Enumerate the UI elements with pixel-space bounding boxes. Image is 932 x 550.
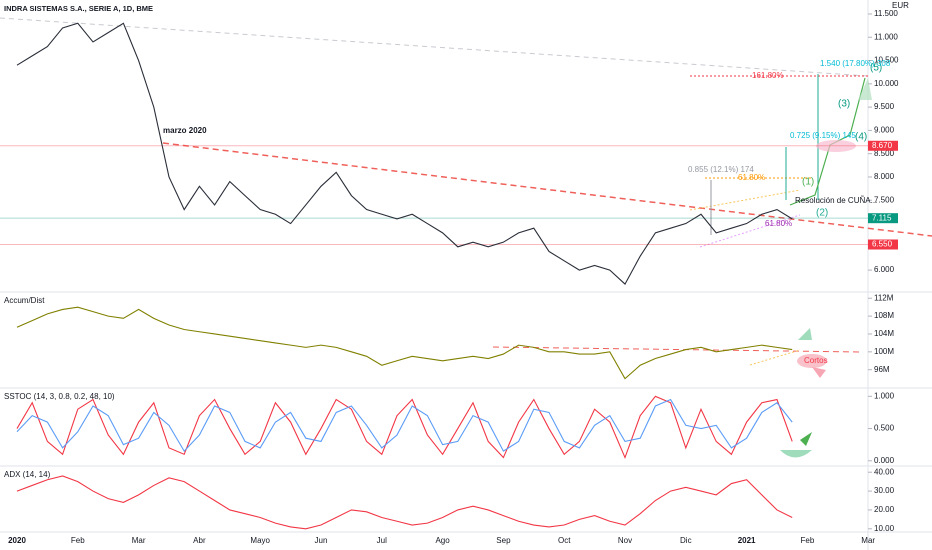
x-tick-label: Mayo [250, 536, 270, 545]
y-tick-label: 9.500 [874, 102, 895, 111]
y-tick-label: 8.000 [874, 172, 895, 181]
x-tick-label: Abr [193, 536, 206, 545]
y-tick-label: 8.500 [874, 149, 895, 158]
x-tick-label: Jul [377, 536, 387, 545]
y-tick-label: 1.000 [874, 391, 895, 400]
y-tick-label: 0.500 [874, 424, 895, 433]
annotation: 61.80% [738, 173, 765, 182]
annotation: 61.80% [765, 219, 792, 228]
annotation: (5) [870, 63, 882, 74]
series-line [16, 398, 793, 453]
series-line [16, 22, 793, 285]
x-tick-label: 2020 [8, 536, 26, 545]
annotation: 161.80% [752, 71, 784, 80]
annotation: 0.855 (12.1%) 174 [688, 165, 754, 174]
y-tick-label: 104M [874, 329, 894, 338]
series-line [16, 395, 793, 460]
wedge-line [689, 189, 801, 211]
y-tick-label: 40.00 [874, 467, 895, 476]
price-label-box [868, 213, 898, 224]
arrow [812, 367, 826, 378]
y-tick-label: 20.00 [874, 505, 895, 514]
y-tick-label: 96M [874, 365, 890, 374]
arrow [780, 450, 812, 458]
panel-title: ADX (14, 14) [4, 470, 51, 479]
trend-line [492, 346, 861, 353]
y-tick-label: 9.000 [874, 126, 895, 135]
y-tick-label: 112M [874, 293, 894, 302]
y-tick-label: 10.00 [874, 524, 895, 533]
annotation: (2) [816, 208, 828, 219]
panel-title: Accum/Dist [4, 296, 45, 305]
annotation: 0.725 (9.15%) 145 [790, 131, 856, 140]
highlight [797, 354, 827, 368]
y-tick-label: 6.000 [874, 265, 895, 274]
annotation: 1.540 (17.80%) 308 [820, 59, 891, 68]
y-tick-label: 11.500 [874, 9, 898, 18]
trend-line [162, 142, 932, 237]
price-label-box [868, 239, 898, 250]
y-tick-label: 7.500 [874, 195, 895, 204]
wedge-line [699, 214, 801, 248]
x-tick-label: Mar [861, 536, 875, 545]
price-label: 7.115 [872, 213, 892, 222]
arrow [800, 432, 812, 446]
x-tick-label: Dic [680, 536, 692, 545]
y-tick-label: 11.000 [874, 32, 898, 41]
wedge-line [749, 349, 801, 366]
annotation: Cortos [804, 356, 828, 365]
price-label: 8.670 [872, 141, 893, 150]
arrow [798, 328, 812, 340]
y-tick-label: 100M [874, 347, 894, 356]
trend-line [0, 17, 869, 77]
annotation: (1) [802, 177, 814, 188]
x-tick-label: Ago [435, 536, 450, 545]
annotation: (4) [855, 132, 867, 143]
price-label: 6.550 [872, 240, 893, 249]
y-tick-label: 10.500 [874, 56, 899, 65]
annotation: (3) [838, 99, 850, 110]
y-tick-label: 30.00 [874, 486, 895, 495]
panel-title: SSTOC (14, 3, 0.8, 0.2, 48, 10) [4, 392, 115, 401]
x-tick-label: Jun [315, 536, 328, 545]
annotation: Resolución de CUÑA... [795, 196, 877, 205]
chart-title: INDRA SISTEMAS S.A., SERIE A, 1D, BME [4, 4, 153, 13]
x-tick-label: Mar [132, 536, 146, 545]
x-tick-label: Nov [618, 536, 632, 545]
y-tick-label: 10.000 [874, 79, 899, 88]
y-tick-label: 108M [874, 311, 894, 320]
series-line [16, 475, 793, 530]
y-axis-label: EUR [892, 1, 909, 10]
x-tick-label: Oct [558, 536, 571, 545]
annotation: marzo 2020 [163, 126, 207, 135]
highlight [816, 140, 856, 152]
x-tick-label: Feb [801, 536, 815, 545]
price-label-box [868, 140, 898, 151]
y-tick-label: 0.000 [874, 456, 895, 465]
x-tick-label: 2021 [738, 536, 756, 545]
series-line [16, 306, 793, 380]
x-tick-label: Sep [496, 536, 511, 545]
x-tick-label: Feb [71, 536, 85, 545]
